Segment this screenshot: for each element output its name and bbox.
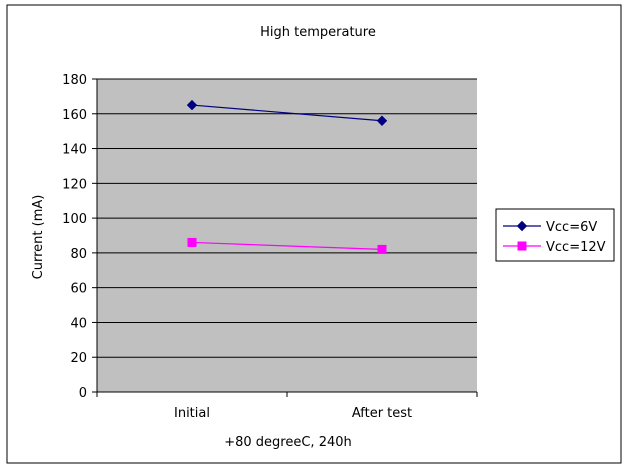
y-tick-label: 0 bbox=[79, 386, 87, 401]
series-line bbox=[191, 104, 383, 122]
x-tick-label: After test bbox=[352, 406, 412, 421]
legend-marker bbox=[516, 220, 528, 232]
legend-label: Vcc=6V bbox=[546, 220, 597, 235]
data-point bbox=[377, 244, 387, 254]
legend-label: Vcc=12V bbox=[546, 240, 606, 255]
y-tick-label: 80 bbox=[70, 247, 87, 262]
y-tick-label: 160 bbox=[62, 108, 87, 123]
y-tick-label: 60 bbox=[70, 282, 87, 297]
grid-lines bbox=[97, 78, 477, 358]
legend-marker bbox=[517, 241, 527, 251]
chart-title: High temperature bbox=[260, 25, 376, 40]
data-point bbox=[187, 237, 197, 247]
y-axis-ticks: 0 20 40 60 80 100 120 140 160 180 bbox=[62, 73, 97, 401]
y-tick-label: 140 bbox=[62, 143, 87, 158]
legend-item: Vcc=6V bbox=[503, 220, 597, 235]
y-tick-label: 120 bbox=[62, 177, 87, 192]
y-tick-label: 40 bbox=[70, 316, 87, 331]
series-1 bbox=[186, 99, 388, 126]
series-line bbox=[191, 241, 383, 251]
legend-box bbox=[495, 208, 615, 262]
legend-item: Vcc=12V bbox=[503, 240, 606, 255]
y-axis-label: Current (mA) bbox=[31, 195, 46, 280]
y-tick-label: 100 bbox=[62, 212, 87, 227]
series-2 bbox=[187, 237, 387, 254]
y-tick-label: 20 bbox=[70, 351, 87, 366]
legend: Vcc=6V Vcc=12V bbox=[495, 208, 615, 262]
x-axis-ticks: Initial After test bbox=[96, 392, 478, 421]
x-axis-label: +80 degreeC, 240h bbox=[224, 435, 352, 450]
plot-area bbox=[97, 79, 477, 392]
data-point bbox=[186, 99, 198, 111]
x-tick-label: Initial bbox=[174, 406, 210, 421]
series-layer bbox=[186, 99, 388, 254]
y-tick-label: 180 bbox=[62, 73, 87, 88]
data-point bbox=[376, 115, 388, 126]
